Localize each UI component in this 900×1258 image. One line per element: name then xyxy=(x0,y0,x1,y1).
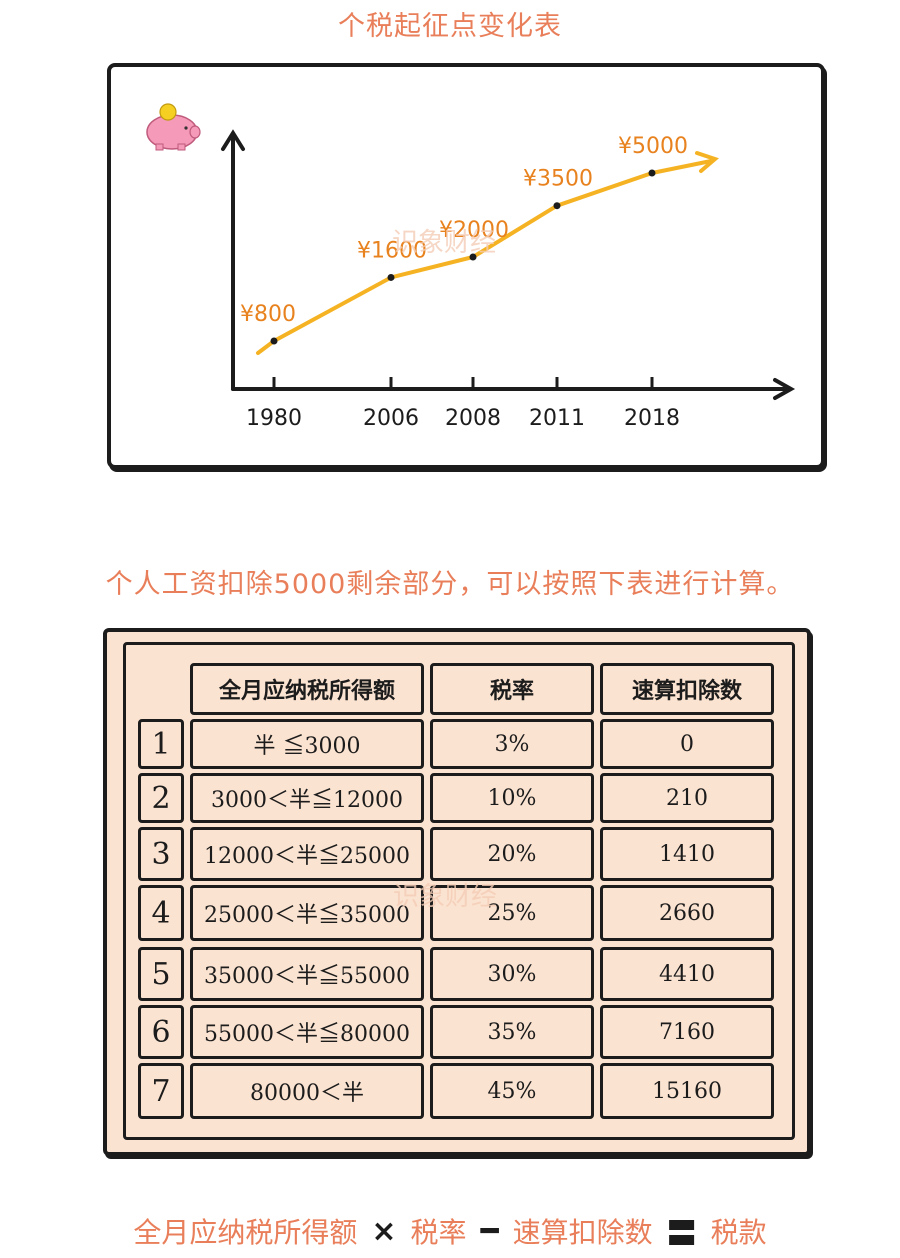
row-deduction: 0 xyxy=(600,719,774,769)
data-label: ¥1600 xyxy=(357,238,427,263)
data-label: ¥2000 xyxy=(439,218,509,243)
row-range: 55000＜半≦80000 xyxy=(190,1005,424,1059)
row-rate: 10% xyxy=(430,773,594,823)
header-income: 全月应纳税所得额 xyxy=(190,663,424,715)
data-label: ¥3500 xyxy=(523,167,593,192)
data-label: ¥5000 xyxy=(618,134,688,159)
row-rate: 30% xyxy=(430,947,594,1001)
row-range: 35000＜半≦55000 xyxy=(190,947,424,1001)
header-rate: 税率 xyxy=(430,663,594,715)
equals-icon: 〓 xyxy=(666,1217,697,1252)
x-tick-label: 2008 xyxy=(445,406,501,431)
row-level: 6 xyxy=(138,1005,184,1059)
row-rate: 3% xyxy=(430,719,594,769)
header-deduction: 速算扣除数 xyxy=(600,663,774,715)
row-level: 3 xyxy=(138,827,184,881)
row-level: 2 xyxy=(138,773,184,823)
data-point xyxy=(270,337,278,345)
row-range: 12000＜半≦25000 xyxy=(190,827,424,881)
row-rate: 45% xyxy=(430,1063,594,1119)
x-tick-label: 2006 xyxy=(363,406,419,431)
y-axis-arrow xyxy=(221,129,245,151)
tax-formula: 全月应纳税所得额 × 税率 ━ 速算扣除数 〓 税款 xyxy=(0,1208,900,1254)
formula-term-deduction: 速算扣除数 xyxy=(512,1216,653,1249)
row-deduction: 15160 xyxy=(600,1063,774,1119)
minus-icon: ━ xyxy=(480,1213,499,1249)
row-rate: 35% xyxy=(430,1005,594,1059)
row-rate: 20% xyxy=(430,827,594,881)
row-deduction: 2660 xyxy=(600,885,774,941)
row-range: 25000＜半≦35000 xyxy=(190,885,424,941)
x-tick-label: 2011 xyxy=(529,406,585,431)
watermark: 识象财经 xyxy=(393,882,498,912)
data-point xyxy=(648,169,656,177)
row-range: 80000＜半 xyxy=(190,1063,424,1119)
multiply-icon: × xyxy=(371,1213,397,1249)
row-range: 3000＜半≦12000 xyxy=(190,773,424,823)
row-level: 1 xyxy=(138,719,184,769)
line-chart: ¥800 1980 ¥1600 2006 ¥2000 2008 ¥3500 2011 ¥5000… xyxy=(221,129,796,431)
formula-term-income: 全月应纳税所得额 xyxy=(133,1216,358,1249)
row-deduction: 4410 xyxy=(600,947,774,1001)
piggy-bank-icon xyxy=(146,103,201,151)
series-arrow xyxy=(695,151,719,173)
x-tick-label: 2018 xyxy=(624,406,680,431)
chart-frame: ¥800 1980 ¥1600 2006 ¥2000 2008 ¥3500 2011 ¥5000… xyxy=(107,63,825,469)
intro-text: 个人工资扣除5000剩余部分，可以按照下表进行计算。 xyxy=(105,569,795,600)
data-point xyxy=(469,253,477,261)
formula-term-tax: 税款 xyxy=(710,1216,767,1249)
tax-table: 全月应纳税所得额 税率 速算扣除数 1 半 ≦3000 3% 0 2 3000＜… xyxy=(123,642,795,1140)
formula-term-rate: 税率 xyxy=(410,1216,467,1249)
data-point xyxy=(553,202,561,210)
watermark: 识象财经 xyxy=(392,228,497,258)
x-tick-label: 1980 xyxy=(246,406,302,431)
data-point xyxy=(387,273,395,281)
row-level: 7 xyxy=(138,1063,184,1119)
row-range: 半 ≦3000 xyxy=(190,719,424,769)
x-axis-arrow xyxy=(773,378,796,400)
data-label: ¥800 xyxy=(240,302,296,327)
row-deduction: 210 xyxy=(600,773,774,823)
row-level: 5 xyxy=(138,947,184,1001)
row-deduction: 1410 xyxy=(600,827,774,881)
row-rate: 25% xyxy=(430,885,594,941)
row-deduction: 7160 xyxy=(600,1005,774,1059)
page-title: 个税起征点变化表 xyxy=(338,11,562,42)
tax-table-board: 全月应纳税所得额 税率 速算扣除数 1 半 ≦3000 3% 0 2 3000＜… xyxy=(103,628,811,1156)
row-level: 4 xyxy=(138,885,184,941)
